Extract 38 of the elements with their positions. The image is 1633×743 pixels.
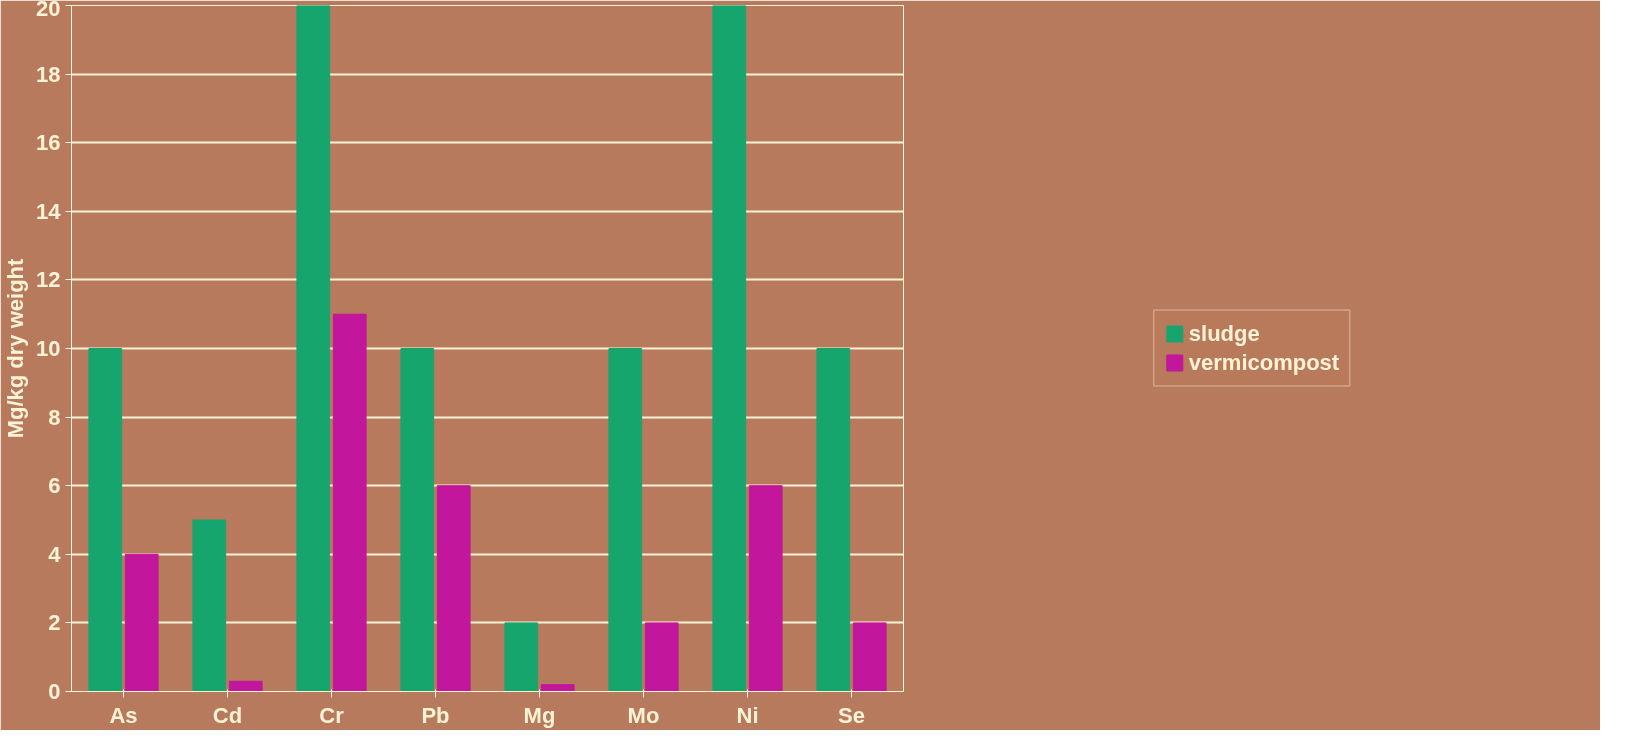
x-tick-label: Mo	[627, 702, 660, 728]
y-tick-label: 0	[48, 679, 61, 704]
y-tick-label: 18	[36, 61, 61, 87]
x-tick-label: Mg	[523, 702, 556, 728]
y-tick-label: 6	[48, 473, 61, 499]
y-tick-label: 10	[36, 336, 61, 361]
y-tick-label: 2	[48, 610, 61, 636]
y-axis-title: Mg/kg dry weight	[3, 257, 29, 439]
y-tick-label: 8	[48, 404, 61, 430]
bar	[332, 313, 367, 692]
bar	[228, 680, 263, 692]
y-tick-label: 16	[36, 130, 61, 156]
bar	[748, 485, 783, 692]
legend-label: vermicompost	[1188, 349, 1340, 376]
x-tick-label: Pb	[421, 702, 450, 728]
y-tick-label: 4	[48, 541, 62, 567]
x-tick-label: Se	[838, 702, 865, 728]
x-tick-label: As	[109, 702, 138, 728]
bar	[608, 348, 643, 692]
bar	[852, 622, 887, 692]
legend-label: sludge	[1188, 320, 1260, 347]
bar	[436, 485, 471, 692]
x-tick-label: Cd	[212, 702, 243, 728]
y-tick-label: 12	[36, 267, 61, 293]
bar	[296, 5, 331, 692]
bar	[816, 348, 851, 692]
x-tick-label: Cr	[319, 702, 345, 728]
bar	[400, 348, 435, 692]
bar	[192, 519, 227, 692]
y-tick-label: 20	[36, 0, 61, 21]
bar	[540, 684, 575, 692]
bar	[124, 553, 159, 692]
bar	[644, 622, 679, 692]
y-tick-label: 14	[36, 198, 62, 224]
bar	[88, 348, 123, 692]
x-tick-label: Ni	[736, 702, 759, 728]
bar	[712, 5, 747, 692]
bar	[504, 622, 539, 692]
